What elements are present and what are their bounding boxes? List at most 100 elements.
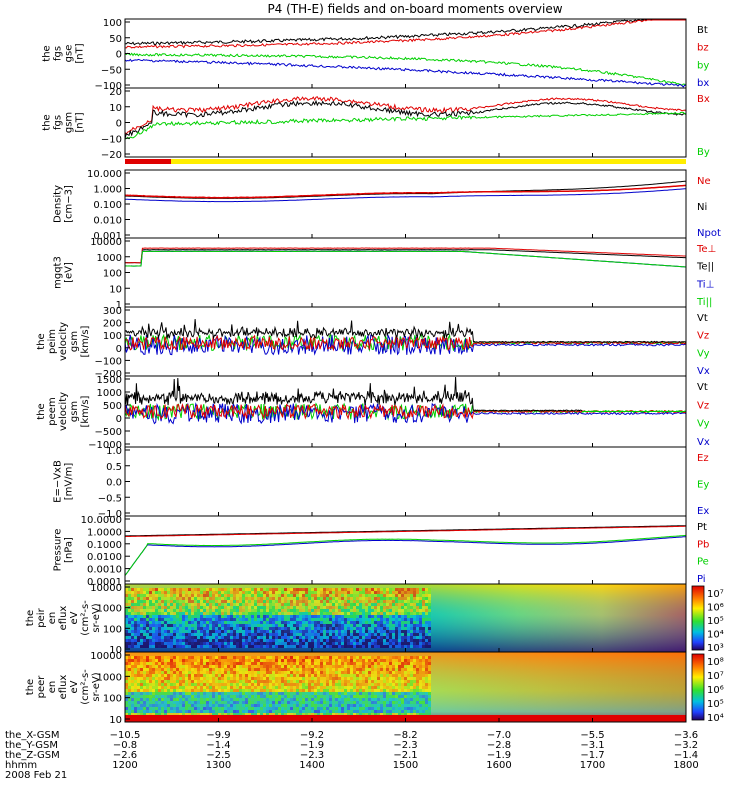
y-axis-label-line: peer xyxy=(36,675,47,699)
y-axis-label-line: fgs xyxy=(53,115,64,130)
ephemeris-value: −10.5 xyxy=(110,730,141,741)
y-tick-label: −100 xyxy=(95,356,122,367)
y-axis-label: E=−VxB [mV/m] xyxy=(53,460,75,503)
legend-entry: Npot xyxy=(697,228,721,239)
colorbar-tick-label: 10⁵ xyxy=(707,699,724,710)
colorbar-tick-label: 10⁷ xyxy=(707,589,724,600)
colorbar-tick-label: 10⁴ xyxy=(707,630,724,641)
y-axis-label-line: [km/s] xyxy=(80,325,91,357)
y-axis-label: Density [cm−3] xyxy=(53,185,75,223)
y-tick-label: 20 xyxy=(109,87,122,98)
series-by xyxy=(124,52,687,86)
colorbar xyxy=(691,653,705,721)
panel-frame xyxy=(124,169,687,239)
y-tick-label: 50 xyxy=(109,34,122,45)
ephemeris-value: 1800 xyxy=(673,760,698,771)
ephemeris-value: 1200 xyxy=(112,760,137,771)
series-ti-perp xyxy=(124,250,687,268)
y-axis-label-line: velocity xyxy=(58,322,69,361)
y-axis-label-line: fgs xyxy=(53,46,64,61)
y-tick-label: 1000 xyxy=(97,253,122,264)
colorbar-tick-label: 10⁷ xyxy=(707,671,724,682)
y-axis-label-line: E=−VxB xyxy=(53,460,64,503)
panel-peer-spec: 10⁸ 10⁷ 10⁶ 10⁵ 10⁴ 10000 1000 100 10 the peer en ef… xyxy=(25,651,724,726)
y-axis-label-line: gsm xyxy=(64,112,75,133)
y-axis-label: mgqt3 [eV] xyxy=(53,256,75,289)
y-tick-label: 10 xyxy=(109,103,122,114)
y-axis-label-line: [nT] xyxy=(75,43,86,63)
legend-entry: Ti|| xyxy=(696,297,712,308)
figure-title: P4 (TH-E) fields and on-board moments ov… xyxy=(267,2,562,16)
ephemeris-value: −2.1 xyxy=(393,750,417,761)
y-tick-label: 0.0100 xyxy=(87,552,122,563)
y-tick-label: 0.001 xyxy=(93,231,122,242)
y-axis-label-line: peim xyxy=(47,329,58,354)
ephemeris-row-label: the_Z-GSM xyxy=(5,750,60,761)
series-te-par xyxy=(124,249,687,264)
series-vx xyxy=(124,402,687,425)
y-tick-label: −200 xyxy=(95,369,122,380)
y-axis-label-line: the xyxy=(25,679,36,695)
legend-entry: by xyxy=(697,60,709,71)
panel-temperature: 10000 1000 100 10 1 mgqt3 [eV] Te⊥ Te|| Ti⊥ Ti|| xyxy=(53,237,717,311)
ephemeris-row-label: the_X-GSM xyxy=(5,730,59,741)
y-tick-label: −1000 xyxy=(88,440,122,451)
y-tick-label: 10.000 xyxy=(87,169,122,180)
legend-entry: Vy xyxy=(697,348,710,359)
y-tick-label: 1.000 xyxy=(93,185,122,196)
y-axis-label-line: (cm²-s- xyxy=(80,600,91,636)
spectrogram-cells xyxy=(125,656,431,719)
legend-entry: Pi xyxy=(697,574,706,585)
ephemeris-value: −3.2 xyxy=(674,740,698,751)
y-tick-label: 10 xyxy=(109,645,122,656)
y-axis-label-line: the xyxy=(25,610,36,626)
y-axis-label: the fgs gse [nT] xyxy=(42,43,86,63)
series-ne xyxy=(124,184,687,199)
y-tick-label: 1000 xyxy=(97,604,122,615)
legend-entry: Vt xyxy=(697,313,708,324)
series-pb xyxy=(124,525,686,538)
legend-entry: Vt xyxy=(697,382,708,393)
y-tick-label: −0.5 xyxy=(98,493,122,504)
y-axis-label-line: gsm xyxy=(69,331,80,352)
legend-entry: Ey xyxy=(697,480,709,491)
y-tick-label: 1 xyxy=(116,300,122,311)
y-axis-label: Pressure [nPa] xyxy=(53,529,75,572)
colorbar-tick-label: 10⁶ xyxy=(707,603,724,614)
y-tick-label: 1000 xyxy=(97,388,122,399)
colorbar xyxy=(691,585,705,651)
colorbar-tick-label: 10⁶ xyxy=(707,685,724,696)
y-axis-label: the fgs gsm [nT] xyxy=(42,112,86,133)
ephemeris-value: −0.8 xyxy=(113,740,137,751)
ephemeris-value: −2.6 xyxy=(113,750,137,761)
panel-frame xyxy=(124,446,687,517)
y-tick-label: 100 xyxy=(103,624,122,635)
legend-entry: Ti⊥ xyxy=(696,279,714,290)
y-axis-label: the peem velocity gsm [km/s] xyxy=(36,392,91,431)
ephemeris-value: 1500 xyxy=(393,760,418,771)
series-by-gsm xyxy=(124,111,687,140)
ephemeris-value: −9.9 xyxy=(206,730,230,741)
legend-entry: Pe xyxy=(697,557,709,568)
y-axis-label-line: eV xyxy=(69,611,80,624)
y-tick-label: −100 xyxy=(95,81,122,92)
y-axis-label-line: Pressure xyxy=(53,529,64,572)
ephemeris-value: −1.9 xyxy=(300,740,324,751)
legend-entry: bz xyxy=(697,43,709,54)
y-tick-label: 1500 xyxy=(97,375,122,386)
mode-bar-fast xyxy=(125,159,171,164)
y-tick-label: 0 xyxy=(116,414,122,425)
date-label: 2008 Feb 21 xyxy=(5,770,67,781)
ephemeris-value: −2.5 xyxy=(206,750,230,761)
series-pe xyxy=(124,534,687,576)
y-tick-label: 10 xyxy=(109,284,122,295)
y-axis-label-line: mgqt3 xyxy=(53,256,64,289)
ephemeris-row-label: the_Y-GSM xyxy=(5,740,58,751)
legend-entry: Vx xyxy=(697,437,710,448)
y-axis-label-line: [nT] xyxy=(75,112,86,132)
ephemeris-value: 1600 xyxy=(486,760,511,771)
